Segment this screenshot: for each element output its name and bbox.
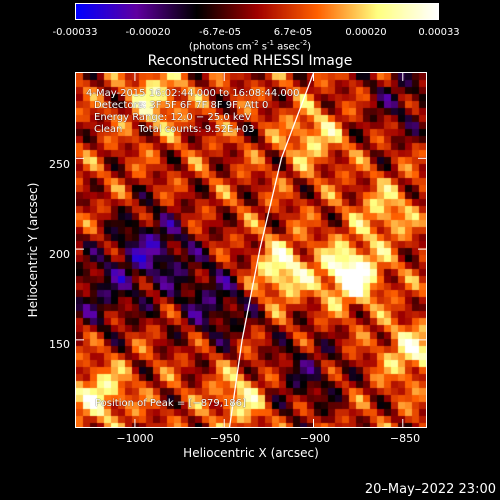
colorbar-tick-label: 0.00033 (418, 27, 460, 38)
y-tick-label: 200 (49, 248, 70, 261)
x-tick-label: −850 (389, 432, 421, 445)
colorbar-tick-label: -0.00033 (52, 27, 98, 38)
y-tick-label: 250 (49, 158, 70, 171)
x-tick-label: −1000 (116, 432, 154, 445)
colorbar-tick-label: -6.7e-05 (199, 27, 241, 38)
x-axis-label: Heliocentric X (arcsec) (183, 446, 319, 460)
rhessi-image-plot (75, 72, 427, 428)
solar-limb-line (228, 72, 315, 428)
colorbar-unit-label: (photons cm-2 s-1 asec-2) (188, 39, 312, 53)
y-axis-label: Heliocentric Y (arcsec) (26, 182, 40, 318)
x-tick-label: −950 (209, 432, 241, 445)
render-timestamp: 20–May–2022 23:00 (364, 482, 496, 497)
heatmap-image (76, 73, 426, 427)
energy-range-annotation: Energy Range: 12.0 − 25.0 keV (94, 112, 252, 123)
x-tick-label: −900 (299, 432, 331, 445)
clean-counts-annotation: Clean Total counts: 9.52E+03 (94, 124, 255, 135)
colorbar-tick-label: 6.7e-05 (273, 27, 313, 38)
colorbar (75, 3, 439, 20)
chart-title: Reconstructed RHESSI Image (147, 53, 353, 69)
colorbar-tick-label: 0.00020 (345, 27, 387, 38)
detectors-annotation: Detectors: 3F 5F 6F 7F 8F 9F, Att 0 (94, 100, 269, 111)
colorbar-tick-label: -0.00020 (125, 27, 171, 38)
y-tick-label: 150 (49, 338, 70, 351)
time-range-annotation: 4-May-2015 16:02:44.000 to 16:08:44.000 (86, 88, 300, 99)
peak-position-annotation: Position of Peak = [−879,186] (95, 398, 246, 409)
